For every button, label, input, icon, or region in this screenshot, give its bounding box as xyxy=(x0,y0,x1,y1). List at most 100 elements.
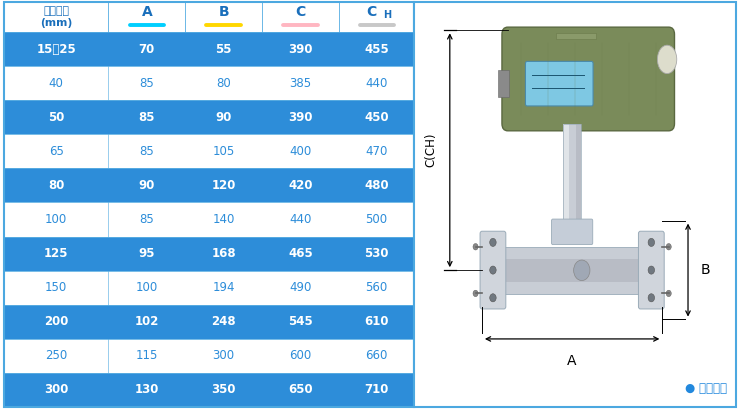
Text: 660: 660 xyxy=(366,349,388,362)
Text: 420: 420 xyxy=(288,179,313,192)
Bar xyxy=(4,373,414,407)
Text: 610: 610 xyxy=(364,315,388,328)
Text: 65: 65 xyxy=(49,145,64,158)
Circle shape xyxy=(648,238,655,247)
Text: 470: 470 xyxy=(366,145,388,158)
Bar xyxy=(4,32,414,66)
Circle shape xyxy=(490,266,496,274)
Text: 120: 120 xyxy=(212,179,236,192)
Circle shape xyxy=(473,290,478,297)
Text: 仪表口径
(mm): 仪表口径 (mm) xyxy=(40,6,73,28)
Bar xyxy=(501,247,643,294)
Bar xyxy=(568,124,576,221)
Bar xyxy=(576,124,581,221)
Text: 168: 168 xyxy=(212,247,236,260)
Bar xyxy=(563,124,568,221)
Text: 248: 248 xyxy=(212,315,236,328)
Text: H: H xyxy=(383,10,391,20)
Text: 102: 102 xyxy=(135,315,159,328)
Circle shape xyxy=(666,290,671,297)
Bar xyxy=(4,66,414,100)
Text: 105: 105 xyxy=(212,145,235,158)
Text: 385: 385 xyxy=(289,76,312,90)
Circle shape xyxy=(490,294,496,302)
Text: 450: 450 xyxy=(364,111,389,124)
Bar xyxy=(501,258,643,282)
Bar xyxy=(109,2,185,32)
Bar xyxy=(4,169,414,202)
Text: 125: 125 xyxy=(44,247,68,260)
Text: 80: 80 xyxy=(48,179,64,192)
Bar xyxy=(4,339,414,373)
Text: 15～25: 15～25 xyxy=(36,43,76,56)
Text: 80: 80 xyxy=(216,76,231,90)
Text: A: A xyxy=(568,354,577,368)
Text: 40: 40 xyxy=(49,76,64,90)
Text: 85: 85 xyxy=(139,213,154,226)
Text: 300: 300 xyxy=(44,383,68,396)
Text: 490: 490 xyxy=(289,281,312,294)
Text: 100: 100 xyxy=(45,213,67,226)
Text: 650: 650 xyxy=(288,383,313,396)
Text: 130: 130 xyxy=(135,383,159,396)
FancyBboxPatch shape xyxy=(639,231,665,309)
Bar xyxy=(339,2,414,32)
Text: 194: 194 xyxy=(212,281,235,294)
Bar xyxy=(4,2,109,32)
Text: 90: 90 xyxy=(138,179,155,192)
FancyBboxPatch shape xyxy=(525,61,593,106)
Circle shape xyxy=(574,260,590,281)
Text: C: C xyxy=(295,5,306,19)
Text: 440: 440 xyxy=(289,213,312,226)
Bar xyxy=(185,2,262,32)
FancyBboxPatch shape xyxy=(551,219,593,245)
Bar xyxy=(4,271,414,305)
Text: 390: 390 xyxy=(288,111,313,124)
FancyBboxPatch shape xyxy=(502,27,674,131)
Text: 350: 350 xyxy=(212,383,236,396)
FancyBboxPatch shape xyxy=(480,231,506,309)
Text: 300: 300 xyxy=(212,349,235,362)
Bar xyxy=(4,134,414,169)
Text: 150: 150 xyxy=(45,281,67,294)
Text: 390: 390 xyxy=(288,43,313,56)
Text: A: A xyxy=(141,5,152,19)
Circle shape xyxy=(490,238,496,247)
Bar xyxy=(4,305,414,339)
Text: 85: 85 xyxy=(138,111,155,124)
Bar xyxy=(4,236,414,271)
Text: 50: 50 xyxy=(48,111,64,124)
Text: 545: 545 xyxy=(288,315,313,328)
Text: 455: 455 xyxy=(364,43,389,56)
Text: 500: 500 xyxy=(366,213,388,226)
Bar xyxy=(4,202,414,236)
Text: 250: 250 xyxy=(45,349,67,362)
Text: 560: 560 xyxy=(366,281,388,294)
Text: ● 常规仪表: ● 常规仪表 xyxy=(684,382,727,395)
Text: 140: 140 xyxy=(212,213,235,226)
Bar xyxy=(4,100,414,134)
Bar xyxy=(563,124,581,221)
Bar xyxy=(498,70,509,97)
Text: 100: 100 xyxy=(135,281,158,294)
Circle shape xyxy=(648,294,655,302)
Text: 115: 115 xyxy=(135,349,158,362)
Text: C: C xyxy=(366,5,377,19)
Text: 465: 465 xyxy=(288,247,313,260)
Text: 95: 95 xyxy=(138,247,155,260)
Text: 400: 400 xyxy=(289,145,312,158)
Text: C(CH): C(CH) xyxy=(424,133,437,168)
Text: 440: 440 xyxy=(366,76,388,90)
Text: B: B xyxy=(701,263,710,277)
Text: 90: 90 xyxy=(215,111,232,124)
Text: B: B xyxy=(218,5,229,19)
Text: 530: 530 xyxy=(364,247,388,260)
Text: 85: 85 xyxy=(139,145,154,158)
Text: 85: 85 xyxy=(139,76,154,90)
Text: 200: 200 xyxy=(44,315,68,328)
Bar xyxy=(556,33,596,39)
Text: 480: 480 xyxy=(364,179,389,192)
Ellipse shape xyxy=(657,45,677,74)
Text: 55: 55 xyxy=(215,43,232,56)
Text: 710: 710 xyxy=(364,383,388,396)
